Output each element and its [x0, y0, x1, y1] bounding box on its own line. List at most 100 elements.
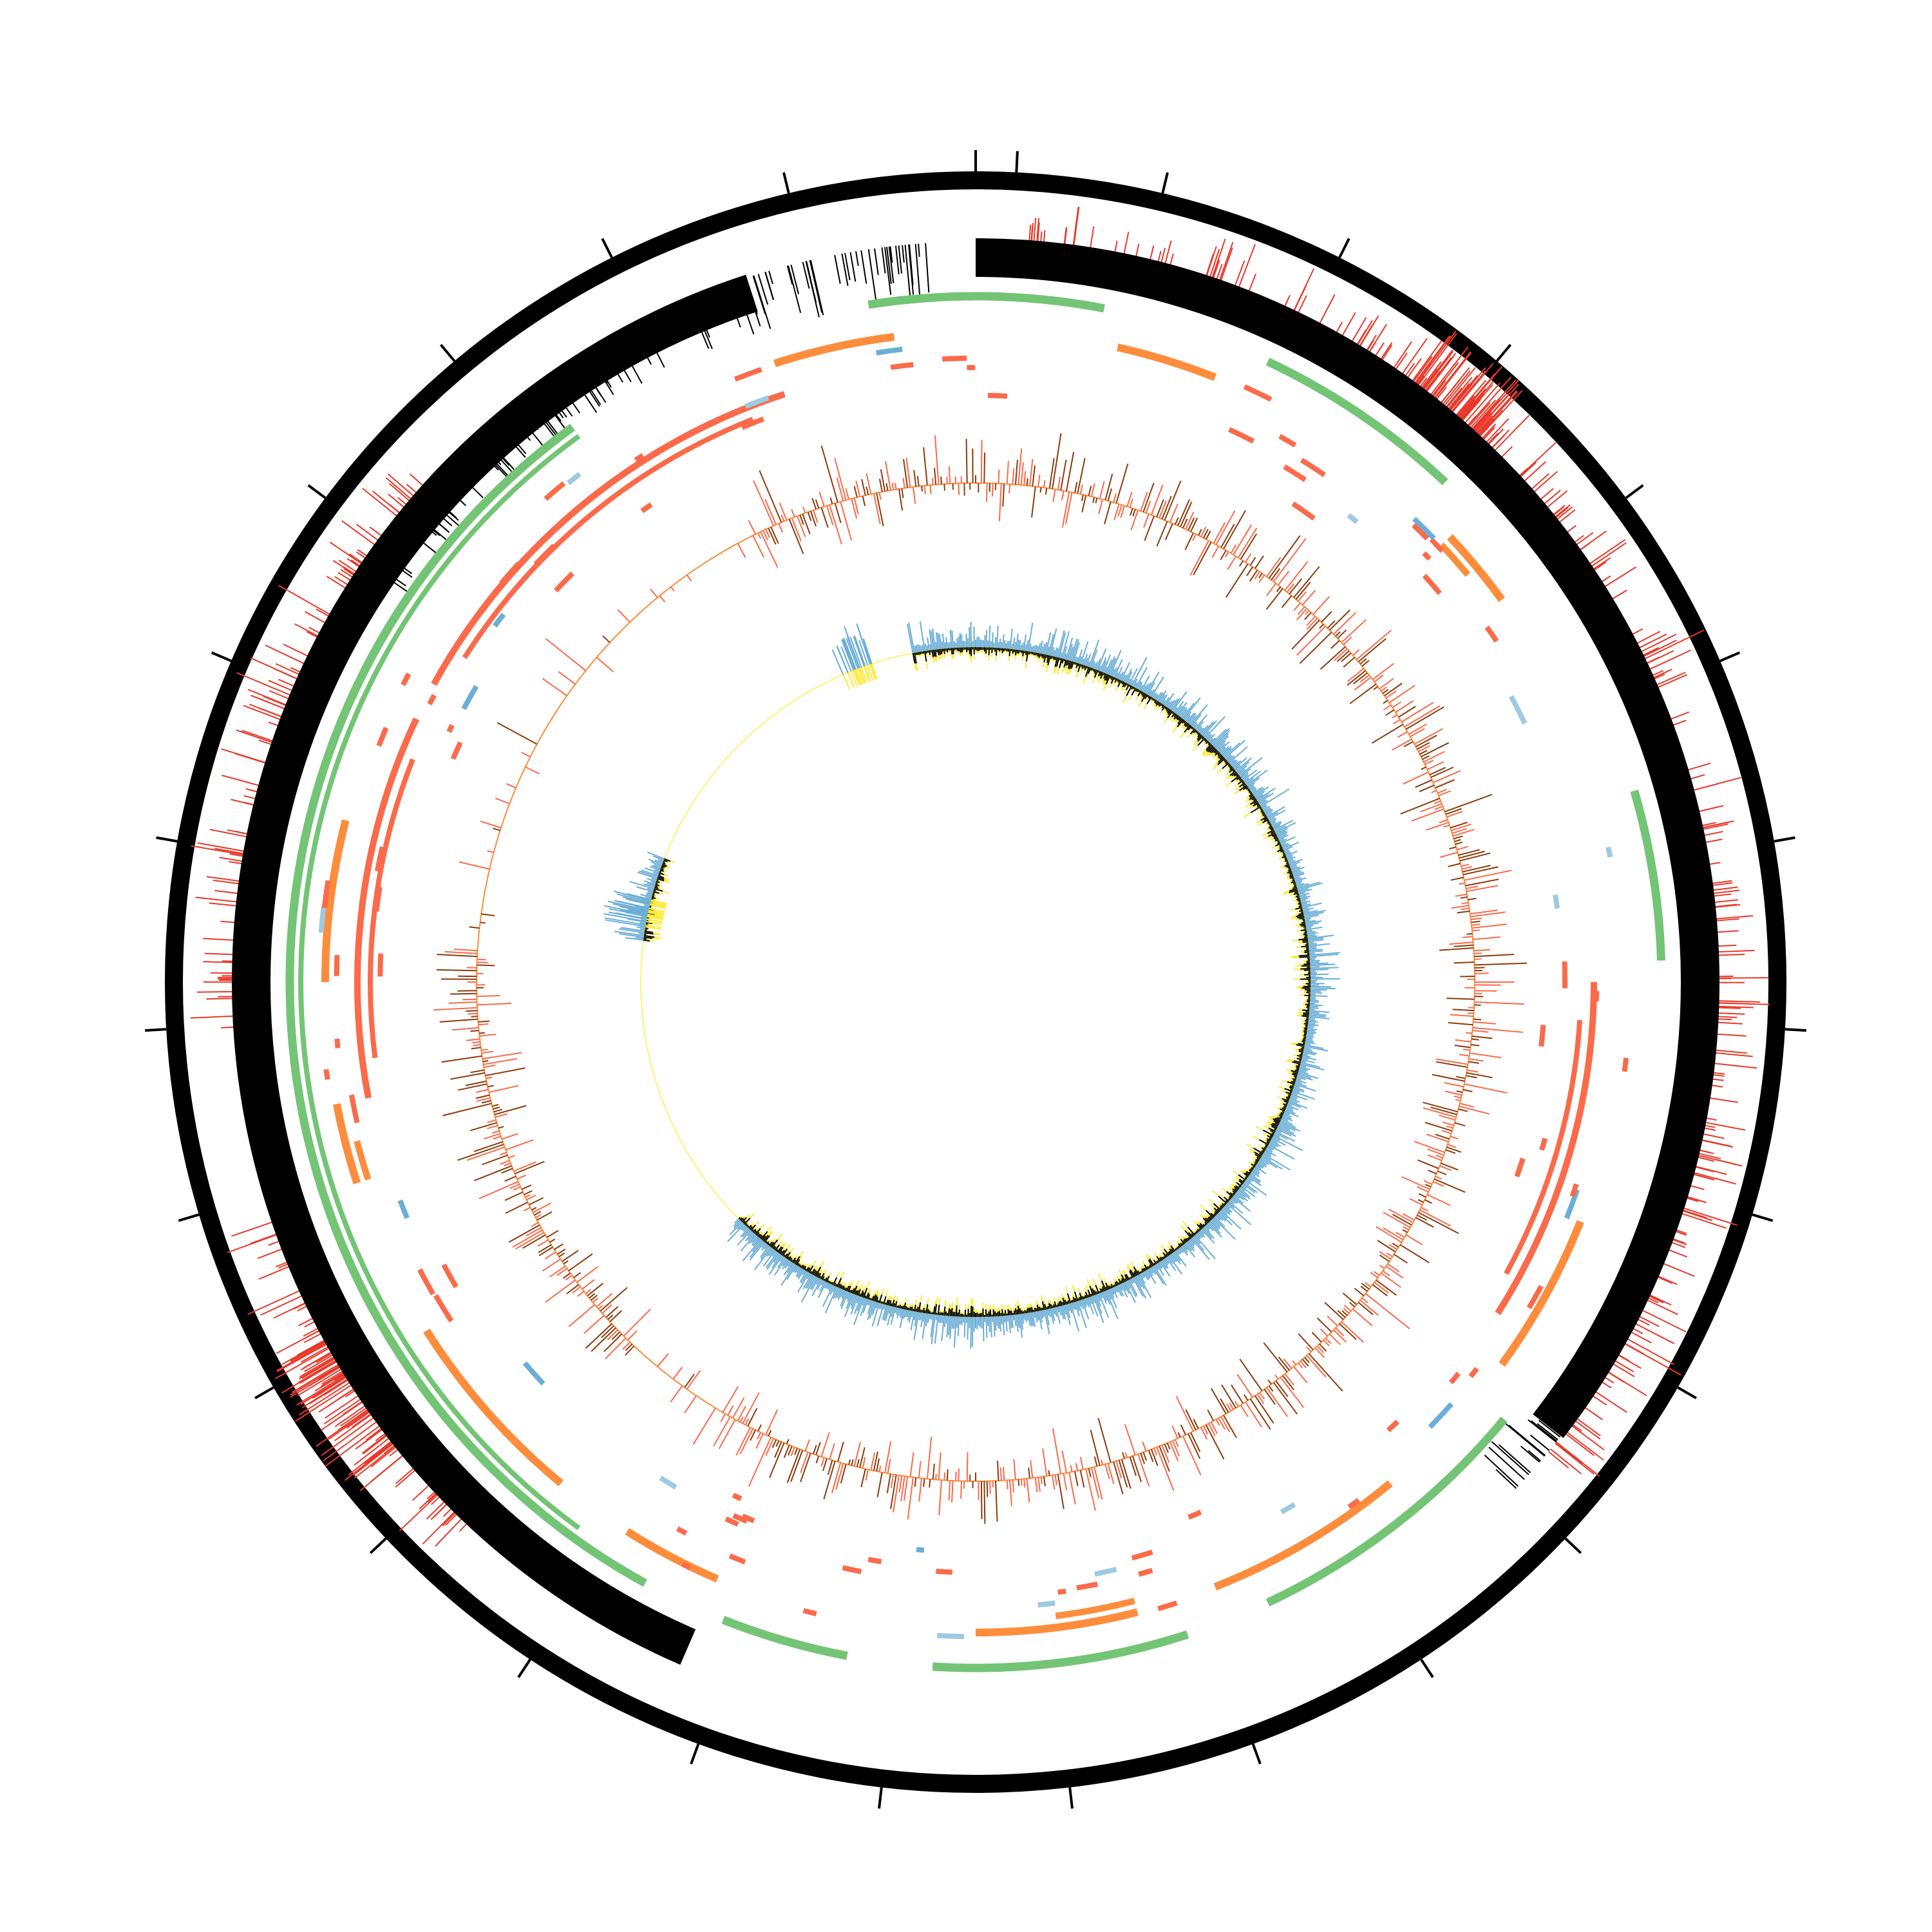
- gc-skew-negative-bar: [1144, 694, 1148, 699]
- gc-content-bar: [1296, 608, 1307, 621]
- gc-skew-negative-bar: [656, 882, 658, 884]
- gc-skew-positive-bar: [967, 1316, 969, 1340]
- gc-skew-negative-bar: [1290, 1088, 1293, 1091]
- gc-skew-negative-bar: [1124, 683, 1127, 688]
- gc-skew-positive-bar: [1079, 1300, 1084, 1310]
- gc-skew-negative-bar: [1135, 688, 1138, 692]
- gc-content-bar: [441, 1055, 482, 1063]
- gc-skew-positive-bar: [650, 866, 661, 871]
- black-feature-bar: [474, 436, 502, 466]
- gc-skew-positive-bar: [1189, 1238, 1196, 1245]
- gc-skew-positive-bar: [1300, 900, 1306, 903]
- gc-content-bar: [1361, 1282, 1370, 1290]
- gc-content-bar: [583, 1314, 605, 1334]
- gc-content-bar: [1074, 1471, 1079, 1486]
- gc-skew-positive-bar: [1099, 657, 1107, 672]
- gc-content-bar: [862, 1457, 866, 1469]
- gc-skew-positive-bar: [1264, 807, 1271, 813]
- gc-skew-negative-bar: [1174, 1248, 1177, 1251]
- gc-skew-positive-bar: [1304, 917, 1311, 920]
- gc-content-bar: [1192, 534, 1197, 542]
- gc-skew-negative-bar: [1291, 1070, 1298, 1074]
- gc-content-bar: [1068, 1472, 1076, 1504]
- gc-skew-positive-bar: [1303, 1050, 1318, 1054]
- outer-feature-spike: [1564, 1430, 1604, 1461]
- gc-skew-negative-bar: [1103, 673, 1107, 679]
- gc-skew-negative-bar: [1224, 1202, 1227, 1206]
- gc-skew-negative-bar: [1207, 741, 1210, 744]
- gc-skew-positive-bar: [1292, 869, 1300, 874]
- gc-skew-positive-bar: [862, 1298, 869, 1313]
- black-feature-bar: [1528, 1419, 1557, 1443]
- gc-skew-positive-bar: [1305, 920, 1316, 923]
- gc-skew-negative-bar: [1276, 1117, 1282, 1120]
- gc-skew-positive-bar: [1178, 706, 1186, 716]
- gc-content-bar: [1113, 504, 1120, 520]
- gc-content-bar: [568, 1304, 596, 1327]
- outer-feature-spike: [1529, 473, 1549, 491]
- gc-content-bar: [1179, 502, 1193, 527]
- gc-skew-negative-bar: [866, 1292, 869, 1299]
- gc-skew-negative-bar: [1187, 1237, 1190, 1241]
- gc-content-bar: [1423, 1107, 1457, 1118]
- gc-skew-positive-bar: [1202, 720, 1218, 737]
- outer-feature-spike: [1441, 370, 1471, 407]
- gc-content-bar: [1318, 1343, 1327, 1352]
- gc-skew-negative-bar: [1054, 657, 1059, 667]
- gc-skew-positive-bar: [1188, 715, 1197, 724]
- gc-skew-negative-bar: [1267, 821, 1271, 824]
- gc-skew-positive-bar: [987, 1316, 989, 1327]
- gc-content-bar: [1300, 1360, 1307, 1368]
- gc-skew-positive-bar: [1307, 1025, 1315, 1027]
- black-feature-bar: [902, 245, 905, 263]
- gc-skew-negative-bar: [1249, 1169, 1253, 1173]
- gc-skew-positive-bar: [1232, 760, 1242, 768]
- gc-content-bar: [1190, 517, 1198, 533]
- gc-skew-positive-bar: [1215, 735, 1229, 750]
- black-feature-bar: [588, 350, 612, 388]
- gc-skew-positive-bar: [1063, 1305, 1066, 1315]
- gc-skew-fill-bar: [647, 913, 664, 918]
- outer-feature-spike: [1716, 953, 1745, 956]
- gc-skew-positive-bar: [941, 1315, 945, 1341]
- gc-content-bar: [1026, 478, 1028, 486]
- gc-content-bar: [625, 1345, 635, 1356]
- gc-skew-negative-bar: [1209, 746, 1215, 753]
- gc-skew-positive-bar: [853, 1296, 862, 1314]
- gc-skew-negative-bar: [1242, 783, 1246, 787]
- gc-content-bar: [1466, 1069, 1479, 1073]
- gc-content-bar: [768, 527, 777, 545]
- gc-content-bar: [1319, 623, 1324, 629]
- gc-content-bar: [722, 1386, 739, 1413]
- gc-content-bar: [1193, 1419, 1199, 1429]
- gc-skew-negative-bar: [934, 649, 937, 658]
- green-feature-segment: [285, 424, 648, 1587]
- gc-skew-positive-bar: [947, 642, 949, 649]
- gc-skew-positive-bar: [1225, 1204, 1231, 1209]
- gc-skew-negative-bar: [1286, 1098, 1290, 1101]
- gc-content-bar: [537, 1239, 549, 1247]
- gc-skew-positive-bar: [842, 639, 856, 670]
- gc-skew-negative-bar: [1272, 1122, 1278, 1127]
- gc-skew-positive-bar: [1308, 943, 1331, 947]
- gc-content-bar: [1420, 803, 1443, 813]
- gc-skew-negative-bar: [1044, 1303, 1046, 1310]
- gc-content-bar: [820, 1432, 830, 1457]
- gc-content-bar: [742, 1392, 760, 1424]
- gc-content-bar: [482, 1154, 508, 1166]
- gc-skew-negative-bar: [1296, 1057, 1302, 1061]
- gc-skew-negative-bar: [844, 1287, 848, 1291]
- gc-skew-positive-bar: [1081, 658, 1085, 665]
- gc-skew-negative-bar: [1114, 678, 1118, 683]
- outer-feature-spike: [1411, 356, 1433, 384]
- gc-skew-positive-bar: [1246, 1178, 1252, 1183]
- gc-content-bar: [1254, 1395, 1274, 1424]
- gc-skew-positive-bar: [1235, 1193, 1245, 1201]
- gc-content-bar: [878, 1465, 882, 1472]
- outer-feature-spike: [1164, 240, 1172, 267]
- outer-feature-spike: [312, 1375, 349, 1399]
- gc-skew-positive-bar: [1098, 1293, 1110, 1318]
- gc-content-bar: [576, 1266, 598, 1283]
- gc-skew-negative-bar: [1074, 1298, 1077, 1302]
- gc-skew-positive-bar: [742, 1229, 750, 1238]
